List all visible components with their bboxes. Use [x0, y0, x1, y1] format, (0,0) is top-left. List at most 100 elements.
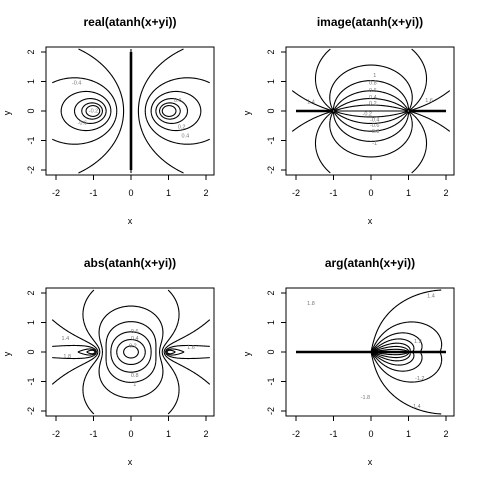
- contour-level: [332, 80, 410, 111]
- contour-level: [155, 98, 189, 124]
- y-tick-label: 2: [266, 290, 276, 295]
- contour-level: [51, 319, 211, 385]
- x-tick-label: 1: [406, 188, 411, 198]
- contour-label: -0.2: [363, 111, 372, 117]
- panel-title: image(atanh(x+yi)): [317, 15, 423, 29]
- contour-level: [329, 111, 413, 158]
- contour-level: [137, 48, 184, 174]
- y-axis-label: y: [242, 351, 252, 356]
- contour-label: 0.2: [178, 125, 186, 131]
- contour-label: -1.4: [411, 404, 420, 410]
- contour-label: -1.2: [415, 376, 424, 382]
- contour-label: 1.4: [427, 293, 435, 299]
- panel-abs: abs(atanh(x+yi)) 0.2 0.40.6 0.8 1 1.4 1.6 1.8 -2…: [2, 256, 215, 467]
- x-tick-label: -2: [52, 429, 60, 439]
- panel-arg: arg(atanh(x+yi)) 1.8 1.4 1.2 -1.2 -1.4 -1.8 -2 -…: [242, 256, 455, 467]
- y-tick-label: -2: [26, 166, 36, 174]
- y-tick-label: 1: [266, 79, 276, 84]
- panel-title: abs(atanh(x+yi)): [84, 256, 176, 270]
- contour-label: 1: [133, 382, 136, 388]
- contour-label: 1.6: [187, 345, 195, 351]
- x-axis-label: x: [128, 216, 133, 226]
- x-tick-label: -1: [329, 429, 337, 439]
- y-tick-label: 0: [26, 108, 36, 113]
- contour-label: 1: [373, 73, 376, 79]
- contour-label: 0.4: [182, 134, 190, 140]
- contour-label: 0.8: [369, 80, 377, 86]
- contour-level: [333, 111, 409, 132]
- x-tick-label: -1: [89, 188, 97, 198]
- contour-level: [370, 352, 442, 415]
- contour-lines: [51, 289, 211, 415]
- y-tick-label: 0: [266, 349, 276, 354]
- y-tick-label: 2: [26, 290, 36, 295]
- contour-label: 1.8: [307, 301, 315, 307]
- contour-lines: [291, 48, 451, 174]
- contour-label: 1.4: [62, 336, 70, 342]
- contour-level: [60, 90, 112, 132]
- x-axis-label: x: [368, 457, 373, 467]
- contour-level: [334, 110, 408, 118]
- x-tick-label: 1: [166, 188, 171, 198]
- x-tick-label: -2: [52, 188, 60, 198]
- contour-level: [98, 305, 164, 399]
- y-axis-label: y: [242, 110, 252, 115]
- x-tick-label: 0: [368, 429, 373, 439]
- contour-level: [86, 349, 176, 355]
- contour-level: [161, 105, 177, 117]
- contour-level: [52, 77, 118, 145]
- y-tick-label: 0: [26, 349, 36, 354]
- y-tick-label: -1: [266, 377, 276, 385]
- plot-frame: [45, 287, 215, 417]
- contour-label: 0.2: [129, 344, 137, 350]
- contour-label: 1.8: [63, 354, 71, 360]
- x-tick-label: 0: [128, 429, 133, 439]
- y-tick-label: 0: [266, 108, 276, 113]
- panel-title: real(atanh(x+yi)): [83, 15, 176, 29]
- x-tick-label: -1: [89, 429, 97, 439]
- contour-label: 0.4: [131, 336, 139, 342]
- contour-label: 1.2: [414, 339, 422, 345]
- panel-re: real(atanh(x+yi)) -0.4 -0.6-0.2 0.6 0.4 0.2 -2…: [2, 15, 215, 226]
- contour-level: [123, 345, 139, 359]
- contour-label: -1.8: [361, 395, 370, 401]
- contour-level: [110, 331, 152, 373]
- x-tick-label: -2: [292, 429, 300, 439]
- contour-lines: [296, 289, 446, 415]
- contour-level: [150, 90, 202, 132]
- contour-level: [105, 321, 157, 383]
- contour-level: [52, 344, 210, 360]
- x-tick-label: 2: [443, 188, 448, 198]
- contour-level: [144, 77, 210, 145]
- x-axis-label: x: [128, 457, 133, 467]
- contour-level: [370, 352, 443, 383]
- x-tick-label: 0: [128, 188, 133, 198]
- contour-label: 0.6: [131, 329, 139, 335]
- contour-label: -0.6: [370, 123, 379, 129]
- contour-level: [332, 111, 410, 142]
- contour-level: [371, 352, 423, 372]
- contour-level: [159, 102, 181, 120]
- contour-level: [116, 338, 146, 366]
- x-axis-label: x: [368, 216, 373, 226]
- contour-level: [85, 105, 101, 117]
- contour-label: 0.2: [369, 101, 377, 107]
- y-tick-label: 1: [266, 320, 276, 325]
- y-axis-label: y: [2, 110, 12, 115]
- x-tick-label: -1: [329, 188, 337, 198]
- contour-lines: [52, 48, 210, 174]
- y-tick-label: -2: [266, 166, 276, 174]
- x-tick-label: 2: [203, 188, 208, 198]
- contour-label: 1.6: [425, 98, 433, 104]
- contour-level: [371, 352, 411, 362]
- contour-level: [81, 102, 103, 120]
- y-tick-label: 1: [26, 79, 36, 84]
- y-tick-label: 2: [266, 49, 276, 54]
- contour-label: -0.6: [78, 120, 87, 126]
- panel-im: image(atanh(x+yi))10.80.60.40.2-0.2-0.4-…: [242, 15, 455, 226]
- x-tick-label: 2: [443, 429, 448, 439]
- x-tick-label: 0: [368, 188, 373, 198]
- x-tick-label: 2: [203, 429, 208, 439]
- contour-label: -0.8: [370, 129, 379, 135]
- y-tick-label: 1: [26, 320, 36, 325]
